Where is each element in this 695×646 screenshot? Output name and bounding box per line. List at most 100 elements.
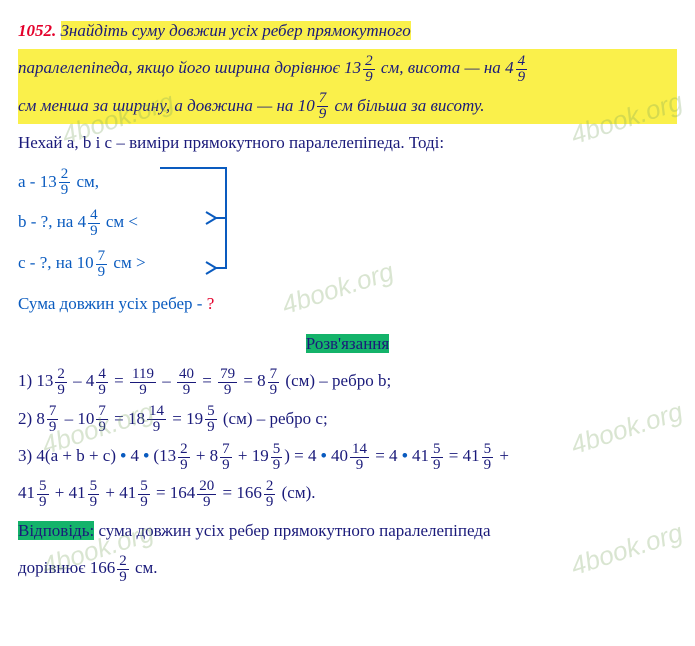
frac-whole: 41	[69, 483, 86, 502]
frac-whole: 40	[331, 446, 348, 465]
frac-num: 5	[37, 479, 49, 494]
dot-icon: •	[321, 446, 327, 465]
frac-num: 2	[59, 167, 71, 182]
minus: –	[69, 371, 86, 390]
frac-den: 9	[363, 69, 375, 85]
frac-den: 9	[205, 419, 217, 435]
problem-text-1: Знайдіть суму довжин усіх ребер прямокут…	[61, 21, 411, 40]
frac-whole: 8	[36, 409, 45, 428]
frac-whole: 4	[86, 371, 95, 390]
frac-den: 9	[59, 182, 71, 198]
step-2: 2) 879 – 1079 = 18149 = 1959 (см) – ребр…	[18, 400, 677, 437]
frac-whole: 166	[90, 558, 116, 577]
frac-whole: 41	[463, 446, 480, 465]
frac-den: 9	[147, 419, 166, 435]
eq: =	[152, 483, 170, 502]
frac-den: 9	[178, 457, 190, 473]
frac-whole: 41	[18, 483, 35, 502]
frac-num: 2	[55, 367, 67, 382]
problem-text-5: см більша за висоту.	[330, 96, 484, 115]
frac-whole: 19	[186, 409, 203, 428]
frac-num: 4	[96, 367, 108, 382]
answer-line-1: Відповідь: сума довжин усіх ребер прямок…	[18, 512, 677, 549]
given-a-pre: a -	[18, 172, 40, 191]
sum-question: ?	[207, 294, 215, 313]
given-c-pre: c - ?, на	[18, 253, 77, 272]
minus: –	[60, 409, 77, 428]
frac-den: 9	[220, 457, 232, 473]
frac-whole: 166	[236, 483, 262, 502]
frac-num: 20	[197, 479, 216, 494]
eq: =	[168, 409, 186, 428]
frac-num: 5	[138, 479, 150, 494]
answer-line-2: дорівнює 16629 см.	[18, 549, 677, 586]
answer-label: Відповідь:	[18, 521, 94, 540]
frac-whole: 13	[344, 58, 361, 77]
frac-den: 9	[177, 382, 196, 398]
answer-suf: см.	[131, 558, 158, 577]
eq: =	[445, 446, 463, 465]
frac-num: 4	[516, 54, 528, 69]
problem-number: 1052.	[18, 21, 56, 40]
frac-num: 7	[96, 404, 108, 419]
frac-num: 2	[117, 554, 129, 569]
frac-num: 7	[220, 442, 232, 457]
frac-whole: 4	[505, 58, 514, 77]
step1-suf: (см) – ребро b;	[281, 371, 391, 390]
plus: +	[192, 446, 210, 465]
frac-den: 9	[350, 457, 369, 473]
eq: =	[110, 409, 128, 428]
frac-den: 9	[138, 494, 150, 510]
given-b-pre: b - ?, на	[18, 212, 78, 231]
frac-den: 9	[516, 69, 528, 85]
minus: –	[158, 371, 175, 390]
frac-whole: 41	[412, 446, 429, 465]
solution-label: Розв'язання	[306, 334, 389, 353]
frac-num: 5	[205, 404, 217, 419]
frac-whole: 13	[40, 172, 57, 191]
frac-num: 2	[264, 479, 276, 494]
frac-whole: 41	[119, 483, 136, 502]
frac-num: 40	[177, 367, 196, 382]
frac-num: 5	[482, 442, 494, 457]
intro-text: Нехай a, b і c – виміри прямокутного пар…	[18, 124, 677, 161]
frac-num: 14	[147, 404, 166, 419]
frac-whole: 4	[78, 212, 87, 231]
frac-den: 9	[55, 382, 67, 398]
given-c-suf: см >	[109, 253, 145, 272]
close-eq: ) = 4	[284, 446, 321, 465]
frac-whole: 19	[252, 446, 269, 465]
frac-num: 5	[271, 442, 283, 457]
eq: =	[239, 371, 257, 390]
step1-pre: 1)	[18, 371, 36, 390]
frac-whole: 8	[257, 371, 266, 390]
step-3b: 4159 + 4159 + 4159 = 164209 = 16629 (см)…	[18, 474, 677, 511]
frac-whole: 10	[77, 253, 94, 272]
frac-num: 14	[350, 442, 369, 457]
open: (	[149, 446, 159, 465]
givens-block: a - 1329 см, b - ?, на 449 см < c - ?, н…	[18, 162, 677, 325]
step3-suf: (см).	[277, 483, 315, 502]
frac-den: 9	[197, 494, 216, 510]
eq: =	[218, 483, 236, 502]
step-3a: 3) 4(a + b + c) • 4 • (1329 + 879 + 1959…	[18, 437, 677, 474]
frac-den: 9	[130, 382, 156, 398]
problem-text-2: паралелепіпеда, якщо його ширина дорівню…	[18, 58, 344, 77]
frac-den: 9	[88, 223, 100, 239]
eq4: = 4	[371, 446, 402, 465]
frac-den: 9	[47, 419, 59, 435]
frac-num: 79	[218, 367, 237, 382]
frac-den: 9	[268, 382, 280, 398]
problem-text-4: см менша за ширину, а довжина — на	[18, 96, 298, 115]
plus: +	[101, 483, 119, 502]
frac-den: 9	[37, 494, 49, 510]
frac-den: 9	[88, 494, 100, 510]
answer-text-2: дорівнює	[18, 558, 90, 577]
step-1: 1) 1329 – 449 = 1199 – 409 = 799 = 879 (…	[18, 362, 677, 399]
given-b-suf: см <	[102, 212, 138, 231]
frac-den: 9	[117, 569, 129, 585]
dot-icon: •	[402, 446, 408, 465]
frac-num: 119	[130, 367, 156, 382]
frac-num: 7	[47, 404, 59, 419]
problem-text-3: см, висота — на	[377, 58, 505, 77]
